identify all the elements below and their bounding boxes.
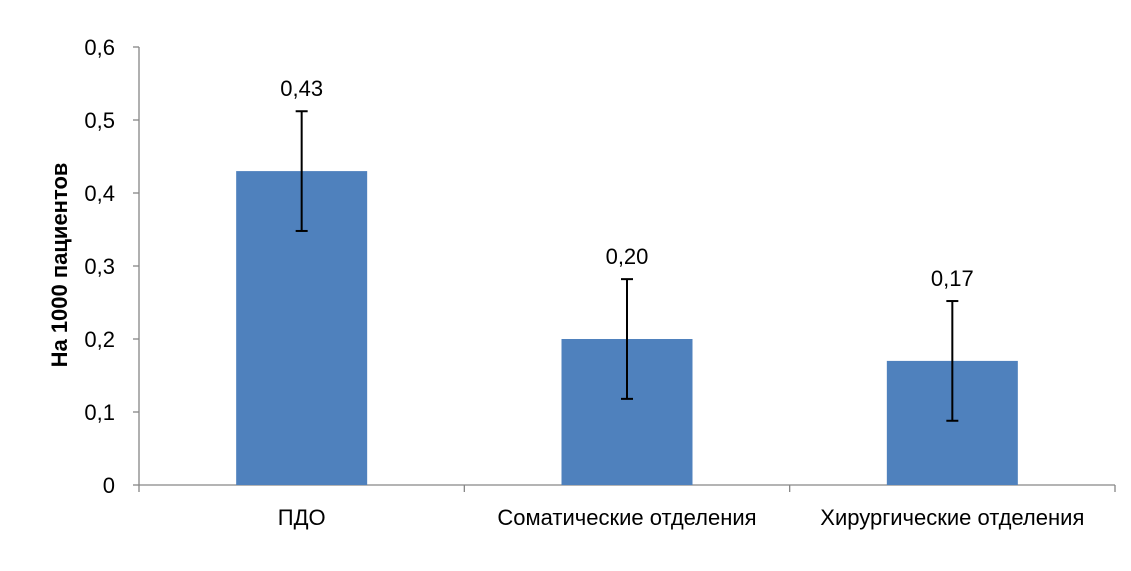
data-label: 0,20 xyxy=(606,244,649,269)
y-tick-label: 0,2 xyxy=(84,327,115,352)
data-label: 0,17 xyxy=(931,266,974,291)
y-tick-label: 0,6 xyxy=(84,35,115,60)
x-category-label: Хирургические отделения xyxy=(820,505,1084,530)
x-category-label: Соматические отделения xyxy=(497,505,756,530)
y-tick-label: 0 xyxy=(103,473,115,498)
y-tick-label: 0,1 xyxy=(84,400,115,425)
y-tick-label: 0,5 xyxy=(84,108,115,133)
x-category-label: ПДО xyxy=(278,505,326,530)
data-label: 0,43 xyxy=(280,76,323,101)
y-axis-title: На 1000 пациентов xyxy=(47,163,72,368)
y-tick-label: 0,4 xyxy=(84,181,115,206)
y-tick-label: 0,3 xyxy=(84,254,115,279)
